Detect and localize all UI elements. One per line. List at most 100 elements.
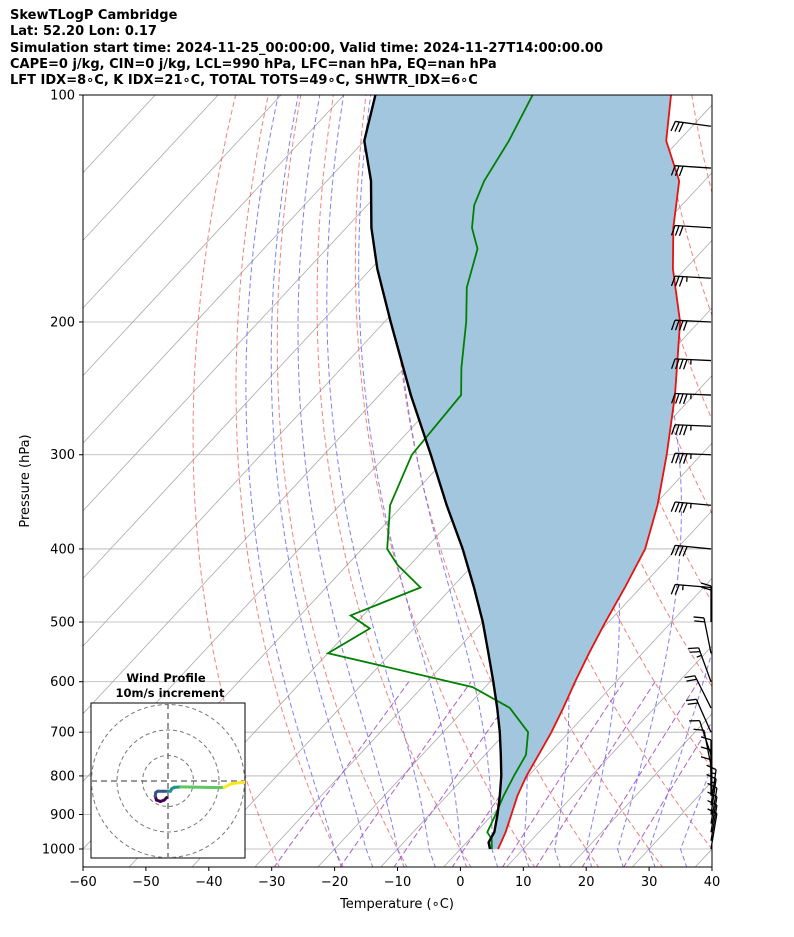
barb-shaft <box>675 275 712 279</box>
parcel-line <box>363 95 503 850</box>
barb-flag <box>670 501 676 512</box>
dry-adiabat <box>691 95 712 195</box>
y-tick-label: 500 <box>50 616 75 631</box>
mixing-ratio-line <box>339 681 472 867</box>
barb-flag <box>674 358 680 370</box>
wind-barb <box>670 319 712 331</box>
barb-flag <box>693 616 705 619</box>
barb-shaft <box>698 720 712 756</box>
isotherm-line <box>443 577 712 867</box>
wind-barb <box>670 544 712 557</box>
barb-flag <box>674 320 680 331</box>
barb-flag <box>670 165 676 176</box>
barb-shaft <box>675 392 712 396</box>
dry-adiabat <box>786 78 794 868</box>
wind-barb <box>688 647 712 682</box>
barb-flag <box>678 545 684 557</box>
mixing-ratio-line <box>581 681 699 867</box>
cape-fill <box>364 95 681 849</box>
isotherm-line <box>83 95 282 309</box>
barb-flag <box>670 275 676 287</box>
barb-flag <box>674 225 680 236</box>
temperature-line <box>497 95 682 850</box>
location-line: Lat: 52.20 Lon: 0.17 <box>10 24 157 40</box>
barb-flag <box>684 675 696 679</box>
mixing-ratio-line <box>623 721 712 867</box>
barb-flag <box>671 453 676 464</box>
barb-flag <box>682 502 688 513</box>
barb-flag <box>682 393 688 405</box>
wind-barb <box>670 224 712 237</box>
barb-shaft <box>675 424 712 427</box>
hodograph-segment <box>230 780 245 786</box>
barb-flag <box>670 358 676 369</box>
barb-flag <box>682 546 688 557</box>
y-tick-label: 300 <box>50 448 75 463</box>
y-tick-label: 800 <box>50 769 75 784</box>
cape-fill-area <box>364 95 681 849</box>
moist-adiabat <box>270 95 374 867</box>
wind-barb <box>689 719 712 756</box>
barb-flag <box>678 276 684 287</box>
barb-flag <box>670 393 676 404</box>
wind-barb <box>671 452 712 464</box>
x-tick-label: 0 <box>456 875 464 890</box>
time-line: Simulation start time: 2024-11-25_00:00:… <box>10 40 603 56</box>
barb-flag <box>678 453 684 464</box>
wind-barb <box>684 675 712 709</box>
barb-flag <box>674 393 680 404</box>
y-tick-label: 100 <box>50 89 75 104</box>
hodograph-inset: Wind Profile 10m/s increment <box>90 671 246 859</box>
dry-adiabat <box>354 95 536 867</box>
hodograph-ring <box>116 729 220 833</box>
wind-barb <box>671 424 712 436</box>
barb-flag <box>670 225 676 236</box>
dry-adiabat <box>235 95 344 867</box>
barb-shaft <box>675 165 712 169</box>
wind-barb <box>700 582 712 623</box>
indices-line-1: CAPE=0 j/kg, CIN=0 j/kg, LCL=990 hPa, LF… <box>10 56 497 72</box>
axes: −60 −50 −40 −30 −20 −10 0 10 20 30 40 1000 900 800 700… <box>42 89 720 891</box>
x-tick-label: 40 <box>704 875 721 890</box>
barb-flag <box>682 320 688 331</box>
barb-flag <box>678 165 684 177</box>
barb-flag <box>671 424 676 435</box>
barb-flag <box>678 320 684 331</box>
x-tick-label: −50 <box>132 875 159 890</box>
hodograph-plot <box>91 703 245 858</box>
dry-adiabat <box>391 95 600 867</box>
barb-shaft <box>675 358 712 362</box>
dry-adiabat <box>754 78 794 868</box>
barb-flag <box>678 424 684 436</box>
x-tick-label: 10 <box>515 875 532 890</box>
barb-flag <box>674 545 680 556</box>
dry-adiabat <box>462 95 712 850</box>
barb-shaft <box>675 224 712 229</box>
wind-barb <box>693 616 712 654</box>
mixing-ratio-line <box>502 681 625 867</box>
barb-shaft <box>698 647 712 682</box>
x-tick-label: −20 <box>321 875 348 890</box>
isotherm-line <box>506 645 712 867</box>
barb-flag <box>678 502 684 513</box>
barb-flag <box>682 425 688 436</box>
y-tick-label: 600 <box>50 675 75 690</box>
hodograph-title: Wind Profile <box>126 671 206 685</box>
barb-flag <box>670 319 676 331</box>
barb-flag <box>674 121 680 132</box>
moist-adiabat <box>297 95 405 867</box>
mixing-ratio-line <box>393 681 523 867</box>
mixing-ratio-line <box>273 681 410 867</box>
barb-flag <box>685 698 697 702</box>
moist-adiabat <box>245 95 342 867</box>
y-tick-label: 400 <box>50 542 75 557</box>
x-tick-label: −30 <box>258 875 285 890</box>
isotherm-line <box>83 95 219 241</box>
wind-barb <box>670 358 712 370</box>
dry-adiabat <box>316 95 472 867</box>
barb-flag <box>688 647 699 650</box>
x-axis-label: Temperature (∘C) <box>339 897 454 912</box>
barb-flag <box>682 453 688 464</box>
wind-barbs <box>670 120 718 850</box>
